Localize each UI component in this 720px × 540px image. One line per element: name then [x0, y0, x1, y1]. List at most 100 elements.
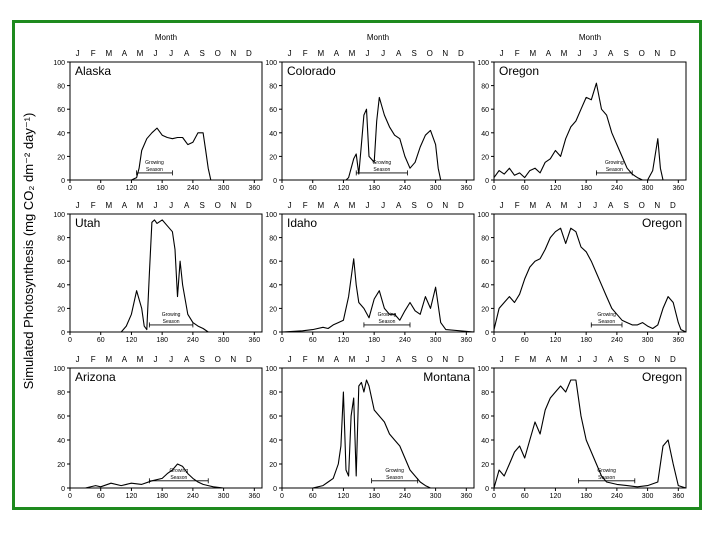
y-tick-label: 60	[481, 414, 489, 421]
month-label: A	[546, 355, 552, 364]
growing-season-label-line2: Season	[606, 167, 623, 173]
month-label: N	[230, 201, 236, 210]
month-label: J	[578, 49, 582, 58]
month-label: M	[105, 201, 112, 210]
y-tick-label: 80	[481, 84, 489, 91]
y-tick-label: 20	[481, 462, 489, 469]
month-label: M	[529, 201, 536, 210]
x-tick-label: 180	[368, 493, 380, 500]
month-label: J	[500, 355, 504, 364]
plot-area-border	[69, 61, 263, 181]
y-tick-label: 80	[57, 390, 65, 397]
x-tick-label: 60	[521, 185, 529, 192]
series-line-1	[493, 379, 687, 489]
month-label: A	[184, 201, 190, 210]
month-label: D	[670, 355, 676, 364]
y-tick-label: 40	[57, 283, 65, 290]
month-label: M	[317, 49, 324, 58]
month-label: S	[200, 355, 205, 364]
series-line-1	[70, 463, 262, 489]
month-label: O	[639, 355, 645, 364]
y-tick-label: 40	[269, 131, 277, 138]
state-label: Arizona	[75, 370, 116, 384]
month-label: O	[427, 49, 433, 58]
x-tick-label: 120	[550, 337, 562, 344]
month-label: M	[317, 355, 324, 364]
month-label: J	[593, 49, 597, 58]
x-tick-label: 240	[187, 337, 199, 344]
month-label: S	[412, 355, 417, 364]
month-label: F	[91, 49, 96, 58]
y-tick-label: 40	[481, 283, 489, 290]
month-label: J	[366, 49, 370, 58]
x-tick-label: 180	[156, 493, 168, 500]
y-tick-label: 100	[53, 212, 65, 219]
state-label: Idaho	[287, 216, 317, 230]
month-label: A	[396, 49, 402, 58]
x-tick-label: 60	[521, 337, 529, 344]
month-label: F	[91, 355, 96, 364]
x-tick-label: 0	[280, 337, 284, 344]
growing-season-label-line1: Growing	[162, 312, 181, 318]
growing-season-label-line2: Season	[373, 167, 390, 173]
figure-frame	[12, 20, 702, 510]
x-tick-label: 0	[68, 493, 72, 500]
x-tick-label: 360	[248, 493, 260, 500]
x-tick-label: 180	[368, 337, 380, 344]
month-label: M	[137, 49, 144, 58]
month-label: J	[366, 201, 370, 210]
y-tick-label: 100	[477, 366, 489, 373]
x-tick-label: 360	[672, 493, 684, 500]
month-label: M	[105, 49, 112, 58]
y-tick-label: 60	[57, 259, 65, 266]
y-tick-label: 20	[57, 462, 65, 469]
x-tick-label: 240	[611, 185, 623, 192]
x-tick-label: 360	[460, 337, 472, 344]
y-tick-label: 80	[481, 236, 489, 243]
state-label: Colorado	[287, 64, 336, 78]
y-tick-label: 0	[485, 330, 489, 337]
x-tick-label: 240	[611, 337, 623, 344]
x-tick-label: 60	[97, 337, 105, 344]
y-tick-label: 80	[481, 390, 489, 397]
x-tick-label: 300	[430, 185, 442, 192]
growing-season-label-line2: Season	[163, 319, 180, 325]
x-tick-label: 180	[580, 337, 592, 344]
x-tick-label: 180	[156, 337, 168, 344]
y-tick-label: 40	[57, 438, 65, 445]
x-tick-label: 0	[492, 493, 496, 500]
state-label: Oregon	[499, 64, 539, 78]
month-label: O	[215, 201, 221, 210]
x-tick-label: 180	[368, 185, 380, 192]
x-tick-label: 300	[642, 337, 654, 344]
month-label: O	[639, 201, 645, 210]
month-label: D	[246, 49, 252, 58]
state-label: Utah	[75, 216, 100, 230]
x-tick-label: 60	[97, 185, 105, 192]
growing-season-label-line1: Growing	[385, 468, 404, 474]
plot-area-border	[281, 367, 475, 489]
month-label: M	[561, 201, 568, 210]
month-label: N	[230, 355, 236, 364]
month-label: F	[515, 201, 520, 210]
y-tick-label: 0	[61, 178, 65, 185]
month-label: O	[639, 49, 645, 58]
month-label: A	[608, 201, 614, 210]
x-tick-label: 360	[248, 337, 260, 344]
y-tick-label: 60	[481, 107, 489, 114]
series-line-1	[282, 96, 474, 181]
month-label: A	[122, 49, 128, 58]
y-tick-label: 40	[481, 131, 489, 138]
month-label: J	[500, 201, 504, 210]
growing-season-label-line2: Season	[146, 167, 163, 173]
month-axis-title: Month	[155, 33, 177, 42]
y-tick-label: 20	[57, 306, 65, 313]
month-label: J	[154, 49, 158, 58]
x-tick-label: 120	[550, 185, 562, 192]
month-label: J	[154, 355, 158, 364]
